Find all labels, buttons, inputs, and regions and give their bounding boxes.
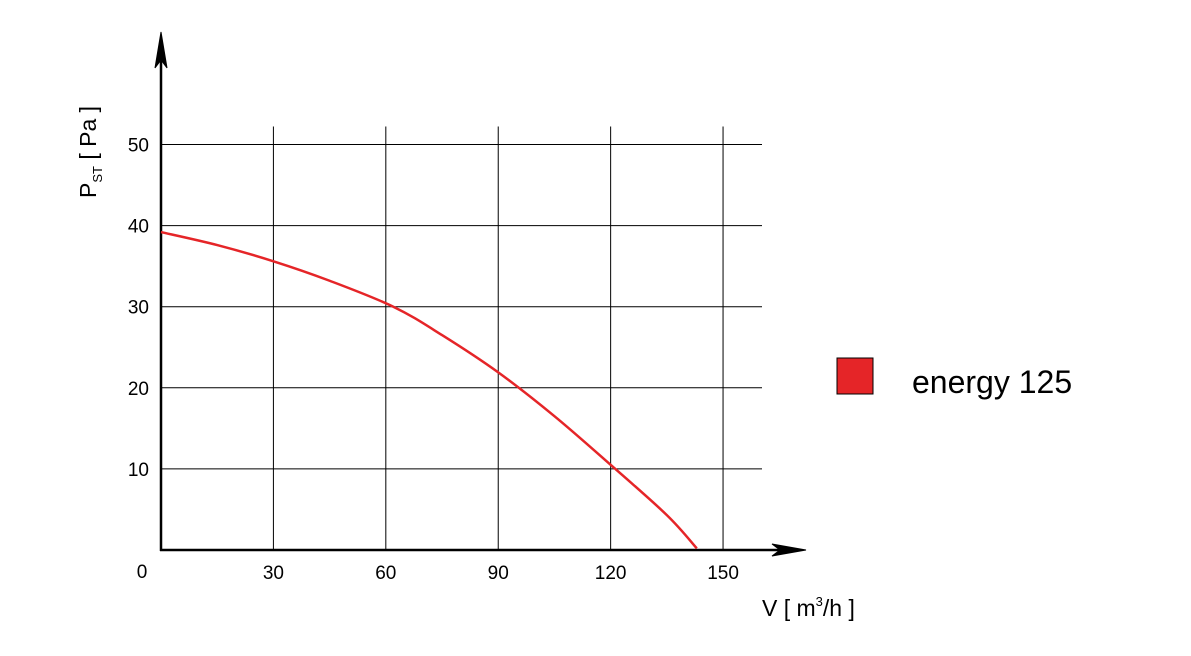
x-axis-title-tail: /h ]: [823, 595, 855, 621]
y-axis-title-tail: [ Pa ]: [75, 106, 101, 166]
tick-labels: 10 20 30 40 50 30 60 90 120 150: [128, 136, 739, 585]
y-tick-label-2: 30: [128, 298, 149, 319]
x-tick-label-4: 150: [707, 563, 739, 584]
legend-swatch: [836, 357, 874, 395]
y-axis-title-sub: ST: [90, 166, 105, 183]
grid: [161, 126, 762, 550]
y-axis-title: PST [ Pa ]: [75, 106, 105, 198]
legend-label: energy 125: [912, 364, 1072, 400]
x-axis-arrow: [771, 543, 807, 557]
y-axis-title-main: P: [75, 183, 101, 198]
y-tick-label-3: 40: [128, 217, 149, 238]
series-line-0: [160, 230, 698, 550]
x-axis-title-main: V [ m: [762, 595, 816, 621]
legend: energy 125: [836, 357, 1072, 400]
axes: [154, 31, 807, 557]
x-tick-label-2: 90: [488, 563, 509, 584]
x-tick-label-0: 30: [263, 563, 284, 584]
y-axis-arrow: [154, 31, 168, 69]
y-tick-label-4: 50: [128, 136, 149, 157]
x-tick-label-1: 60: [375, 563, 396, 584]
y-tick-label-1: 20: [128, 379, 149, 400]
x-axis-title: V [ m3/h ]: [762, 594, 855, 621]
x-axis-title-sup: 3: [816, 594, 823, 609]
origin-label: 0: [137, 562, 148, 583]
series-layer: [160, 230, 698, 550]
x-tick-label-3: 120: [595, 563, 627, 584]
y-tick-label-0: 10: [128, 460, 149, 481]
